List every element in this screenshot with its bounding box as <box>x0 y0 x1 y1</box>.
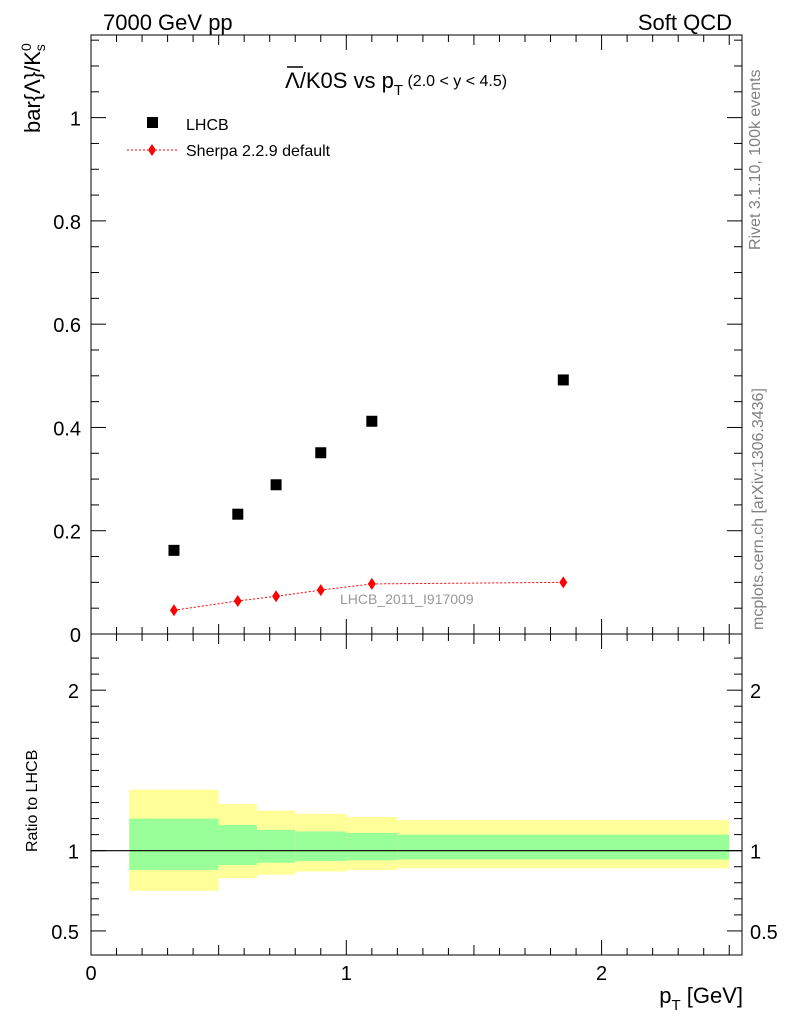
ratio-inner-band <box>346 833 398 861</box>
data-point <box>557 374 569 386</box>
legend-mc-label: Sherpa 2.2.9 default <box>186 143 331 160</box>
rivet-label: Rivet 3.1.10, 100k events <box>747 69 764 250</box>
ratio-y-tick-label-left: 1 <box>68 842 79 864</box>
main-y-tick-label: 0.8 <box>53 212 81 234</box>
main-y-axis-label: bar{Λ}/K0s <box>18 43 48 133</box>
mc-data-point <box>169 604 178 617</box>
legend-mc-marker <box>148 144 156 156</box>
ratio-inner-band <box>295 831 347 862</box>
mcplots-label: mcplots.cern.ch [arXiv:1306.3436] <box>750 388 767 630</box>
x-tick-label: 1 <box>341 963 352 985</box>
ratio-inner-band <box>129 818 219 870</box>
x-axis-label: pT [GeV] <box>659 983 743 1014</box>
mc-data-point <box>559 576 568 589</box>
data-point <box>366 415 378 427</box>
chart-title: Λ/K0S vs pT (2.0 < y < 4.5) <box>285 68 507 99</box>
title-rest: /K0S vs p <box>300 68 394 93</box>
mc-series-group <box>169 576 568 617</box>
legend-data-marker <box>147 117 158 128</box>
ratio-y-tick-label-right: 0.5 <box>750 922 778 944</box>
ratio-y-tick-label-left: 2 <box>68 681 79 703</box>
x-tick-label: 0 <box>85 963 96 985</box>
ratio-inner-band <box>397 834 730 860</box>
ratio-y-tick-label-right: 1 <box>750 842 761 864</box>
x-tick-label: 2 <box>596 963 607 985</box>
main-y-tick-label: 0.4 <box>53 418 81 440</box>
data-series-group <box>168 374 569 556</box>
ratio-band-group <box>129 789 730 891</box>
mc-data-point <box>367 577 376 590</box>
title-range: (2.0 < y < 4.5) <box>403 73 507 90</box>
data-point <box>270 479 282 491</box>
title-sub: T <box>394 82 403 99</box>
main-y-tick-label: 0.6 <box>53 315 81 337</box>
data-point <box>232 508 244 520</box>
main-y-tick-label: 0 <box>70 625 81 647</box>
header-left-text: 7000 GeV pp <box>103 10 233 35</box>
data-point <box>168 544 180 556</box>
mc-data-point <box>316 584 325 597</box>
mc-data-point <box>272 590 281 603</box>
ratio-y-tick-label-left: 0.5 <box>51 922 79 944</box>
ratio-inner-band <box>218 824 257 866</box>
ratio-y-tick-label-right: 2 <box>750 681 761 703</box>
title-symbol: Λ <box>285 68 300 93</box>
main-y-tick-label: 1 <box>70 109 81 131</box>
main-y-tick-label: 0.2 <box>53 522 81 544</box>
ratio-inner-band <box>256 829 296 863</box>
data-point <box>315 447 327 459</box>
header-right-text: Soft QCD <box>638 10 732 35</box>
ratio-y-axis-label: Ratio to LHCB <box>24 750 41 852</box>
mc-data-point <box>233 594 242 607</box>
analysis-watermark: LHCB_2011_I917009 <box>340 591 474 607</box>
mc-series-line <box>173 581 564 611</box>
ratio-tick-group: 0.5 0.5 1 1 2 2 0 1 2 <box>51 634 778 985</box>
legend-data-label: LHCB <box>186 117 229 134</box>
ratio-plot-frame <box>90 633 743 956</box>
